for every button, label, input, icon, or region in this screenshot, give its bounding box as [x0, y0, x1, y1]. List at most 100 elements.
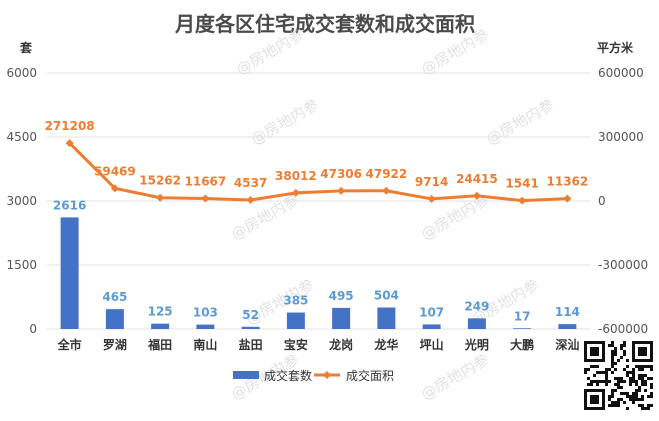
bar-罗湖 — [105, 309, 124, 329]
qr-module — [605, 380, 608, 383]
bar-大鹏 — [513, 328, 532, 329]
category-label: 福田 — [147, 337, 172, 352]
qr-module — [638, 377, 641, 380]
qr-module — [593, 365, 596, 368]
qr-module — [641, 377, 644, 380]
qr-module — [620, 380, 623, 383]
line-value-label: 4537 — [234, 176, 267, 190]
qr-module — [641, 365, 644, 368]
qr-module — [608, 368, 611, 371]
line-value-label: 47922 — [366, 167, 408, 181]
bar-value-label: 17 — [514, 309, 531, 323]
qr-module — [614, 362, 617, 365]
qr-finder-inner — [638, 347, 647, 356]
right-tick-label: 300000 — [598, 130, 644, 144]
qr-module — [605, 371, 608, 374]
bar-value-label: 495 — [329, 289, 354, 303]
qr-module — [632, 371, 635, 374]
qr-module — [617, 377, 620, 380]
qr-module — [590, 365, 593, 368]
qr-module — [614, 383, 617, 386]
qr-module — [602, 380, 605, 383]
qr-module — [608, 398, 611, 401]
watermark-text: @房地内参 — [483, 95, 557, 148]
bar-value-label: 125 — [148, 305, 173, 319]
qr-module — [599, 380, 602, 383]
bar-南山 — [196, 324, 215, 329]
qr-module — [635, 383, 638, 386]
bar-盐田 — [241, 326, 260, 329]
qr-module — [596, 383, 599, 386]
qr-module — [641, 380, 644, 383]
qr-module — [632, 398, 635, 401]
left-axis-unit: 套 — [19, 40, 33, 55]
qr-module — [632, 392, 635, 395]
qr-module — [599, 371, 602, 374]
qr-module — [596, 380, 599, 383]
qr-module — [629, 398, 632, 401]
qr-module — [638, 404, 641, 407]
qr-module — [650, 383, 653, 386]
right-axis-unit: 平方米 — [597, 40, 634, 55]
qr-module — [623, 392, 626, 395]
line-value-label: 47306 — [320, 167, 362, 181]
bar-value-label: 103 — [193, 306, 218, 320]
qr-module — [626, 365, 629, 368]
bar-龙岗 — [332, 307, 351, 329]
bar-value-label: 249 — [464, 299, 489, 313]
line-marker-深汕 — [563, 194, 572, 203]
qr-module — [632, 374, 635, 377]
qr-module — [611, 350, 614, 353]
qr-module — [593, 374, 596, 377]
qr-module — [641, 395, 644, 398]
qr-module — [614, 377, 617, 380]
qr-module — [623, 368, 626, 371]
bar-series-layer — [60, 217, 577, 329]
qr-module — [611, 401, 614, 404]
qr-module — [641, 398, 644, 401]
watermark-text: @房地内参 — [418, 350, 492, 403]
qr-module — [632, 368, 635, 371]
qr-module — [611, 371, 614, 374]
bar-value-label: 114 — [555, 305, 580, 319]
qr-module — [638, 386, 641, 389]
qr-module — [620, 356, 623, 359]
qr-module — [623, 353, 626, 356]
qr-module — [641, 407, 644, 410]
qr-finder-inner — [590, 347, 599, 356]
grid-layer — [47, 72, 590, 330]
qr-module — [623, 341, 626, 344]
line-marker-龙岗 — [337, 186, 346, 195]
qr-module — [641, 374, 644, 377]
qr-module — [617, 404, 620, 407]
qr-module — [644, 380, 647, 383]
qr-module — [617, 386, 620, 389]
qr-module — [629, 383, 632, 386]
legend-label-line: 成交面积 — [346, 368, 394, 383]
qr-module — [644, 374, 647, 377]
qr-module — [644, 389, 647, 392]
bar-value-label: 385 — [283, 294, 308, 308]
line-marker-龙华 — [382, 186, 391, 195]
category-label: 龙岗 — [329, 337, 353, 352]
bar-全市 — [60, 217, 79, 329]
line-value-label: 271208 — [45, 119, 95, 133]
qr-module — [635, 398, 638, 401]
qr-module — [632, 401, 635, 404]
qr-module — [638, 365, 641, 368]
qr-module — [614, 350, 617, 353]
category-label: 宝安 — [284, 337, 308, 352]
qr-module — [650, 365, 653, 368]
bar-value-label: 504 — [374, 288, 399, 302]
right-axis-ticks: -600000 -300000 0 300000 600000 — [598, 66, 648, 336]
qr-module — [626, 407, 629, 410]
line-value-label: 15262 — [139, 174, 181, 188]
line-value-label: 9714 — [415, 175, 448, 189]
qr-module — [650, 392, 653, 395]
qr-module — [611, 404, 614, 407]
legend-label-bars: 成交套数 — [264, 368, 312, 383]
qr-module — [647, 377, 650, 380]
qr-module — [623, 380, 626, 383]
qr-module — [620, 398, 623, 401]
